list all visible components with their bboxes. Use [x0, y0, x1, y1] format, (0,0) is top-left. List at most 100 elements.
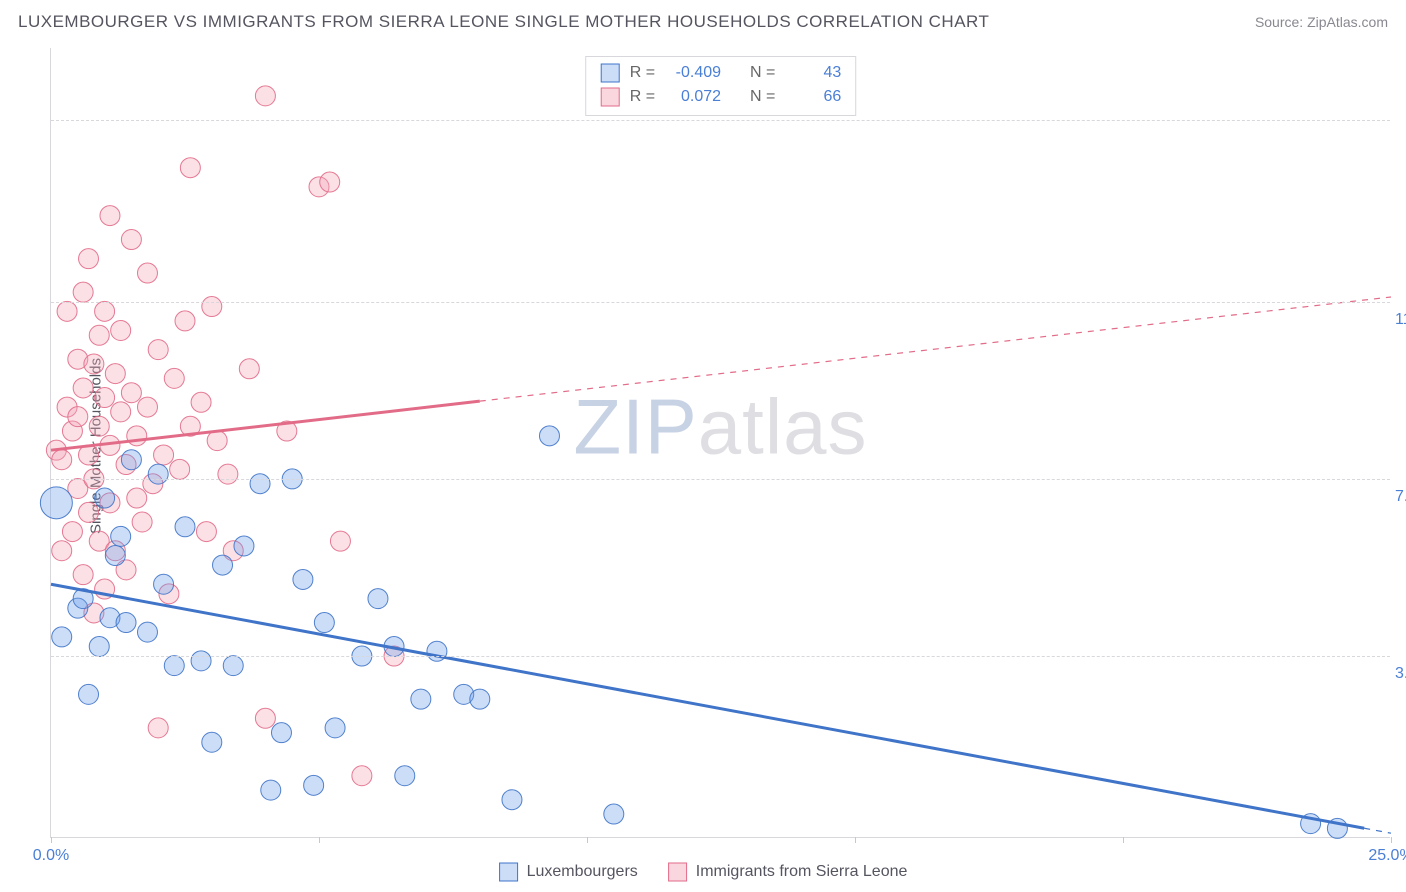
x-tick — [51, 837, 52, 843]
legend-swatch-bottom-lux — [499, 862, 519, 882]
scatter-point-sl — [73, 565, 93, 585]
legend-swatch-lux — [600, 63, 620, 83]
scatter-point-lux — [470, 689, 490, 709]
scatter-point-sl — [352, 766, 372, 786]
y-tick-label: 11.2% — [1395, 311, 1406, 329]
scatter-point-sl — [73, 282, 93, 302]
scatter-point-lux — [234, 536, 254, 556]
scatter-point-sl — [191, 392, 211, 412]
scatter-point-sl — [111, 320, 131, 340]
scatter-point-sl — [79, 249, 99, 269]
y-tick-label: 7.5% — [1395, 488, 1406, 506]
x-tick-label: 0.0% — [33, 847, 69, 865]
legend-row-sl: R = 0.072 N = 66 — [600, 85, 842, 109]
scatter-point-sl — [127, 426, 147, 446]
scatter-point-lux — [604, 804, 624, 824]
scatter-point-sl — [84, 354, 104, 374]
n-value-lux: 43 — [785, 61, 841, 85]
scatter-point-sl — [330, 531, 350, 551]
scatter-point-sl — [196, 522, 216, 542]
legend-swatch-sl — [600, 87, 620, 107]
scatter-point-sl — [68, 407, 88, 427]
scatter-point-lux — [325, 718, 345, 738]
trendline-dashed-sl — [480, 297, 1391, 401]
scatter-point-sl — [105, 364, 125, 384]
r-label: R = — [630, 61, 655, 85]
n-label-2: N = — [750, 85, 775, 109]
scatter-point-sl — [89, 325, 109, 345]
scatter-point-lux — [89, 636, 109, 656]
scatter-point-sl — [148, 718, 168, 738]
gridline-h — [51, 302, 1390, 303]
scatter-point-sl — [79, 502, 99, 522]
scatter-point-sl — [154, 445, 174, 465]
scatter-point-lux — [52, 627, 72, 647]
chart-title: LUXEMBOURGER VS IMMIGRANTS FROM SIERRA L… — [18, 12, 989, 32]
scatter-point-sl — [73, 378, 93, 398]
scatter-point-lux — [154, 574, 174, 594]
scatter-point-sl — [255, 708, 275, 728]
scatter-point-sl — [121, 230, 141, 250]
scatter-svg — [51, 48, 1390, 837]
scatter-point-sl — [175, 311, 195, 331]
scatter-point-lux — [314, 613, 334, 633]
x-tick-label: 25.0% — [1368, 847, 1406, 865]
scatter-point-sl — [100, 206, 120, 226]
scatter-point-sl — [148, 340, 168, 360]
source-name: ZipAtlas.com — [1307, 14, 1388, 30]
source-credit: Source: ZipAtlas.com — [1255, 14, 1388, 30]
y-tick-label: 3.8% — [1395, 665, 1406, 683]
x-tick — [855, 837, 856, 843]
scatter-point-lux — [111, 526, 131, 546]
legend-series: Luxembourgers Immigrants from Sierra Leo… — [499, 862, 908, 882]
scatter-point-lux — [105, 546, 125, 566]
scatter-point-sl — [52, 541, 72, 561]
legend-item-lux: Luxembourgers — [499, 862, 638, 882]
legend-correlation: R = -0.409 N = 43 R = 0.072 N = 66 — [585, 56, 857, 116]
scatter-point-lux — [502, 790, 522, 810]
scatter-point-lux — [250, 474, 270, 494]
scatter-point-lux — [293, 569, 313, 589]
legend-label-lux: Luxembourgers — [527, 863, 638, 881]
scatter-point-lux — [411, 689, 431, 709]
scatter-point-sl — [255, 86, 275, 106]
r-value-lux: -0.409 — [665, 61, 721, 85]
scatter-point-sl — [218, 464, 238, 484]
n-value-sl: 66 — [785, 85, 841, 109]
scatter-point-sl — [207, 431, 227, 451]
gridline-h — [51, 656, 1390, 657]
scatter-point-lux — [175, 517, 195, 537]
x-tick — [1123, 837, 1124, 843]
trendline-solid-lux — [51, 584, 1364, 828]
legend-item-sl: Immigrants from Sierra Leone — [668, 862, 908, 882]
scatter-point-sl — [62, 522, 82, 542]
trendline-dashed-lux — [1364, 828, 1391, 833]
scatter-point-lux — [79, 684, 99, 704]
source-prefix: Source: — [1255, 14, 1307, 30]
scatter-point-lux — [148, 464, 168, 484]
scatter-point-sl — [52, 450, 72, 470]
r-label-2: R = — [630, 85, 655, 109]
scatter-point-lux — [121, 450, 141, 470]
gridline-h — [51, 120, 1390, 121]
scatter-point-lux — [539, 426, 559, 446]
scatter-point-sl — [95, 301, 115, 321]
scatter-point-sl — [57, 301, 77, 321]
scatter-point-sl — [180, 158, 200, 178]
scatter-point-lux — [202, 732, 222, 752]
legend-label-sl: Immigrants from Sierra Leone — [696, 863, 908, 881]
scatter-point-sl — [111, 402, 131, 422]
scatter-point-sl — [132, 512, 152, 532]
scatter-point-lux — [368, 589, 388, 609]
legend-row-lux: R = -0.409 N = 43 — [600, 61, 842, 85]
x-tick — [319, 837, 320, 843]
scatter-point-lux — [137, 622, 157, 642]
x-tick — [1391, 837, 1392, 843]
scatter-point-sl — [127, 488, 147, 508]
scatter-point-sl — [170, 459, 190, 479]
scatter-point-sl — [239, 359, 259, 379]
scatter-point-lux — [395, 766, 415, 786]
scatter-point-sl — [164, 368, 184, 388]
scatter-point-lux — [164, 656, 184, 676]
scatter-point-sl — [89, 416, 109, 436]
